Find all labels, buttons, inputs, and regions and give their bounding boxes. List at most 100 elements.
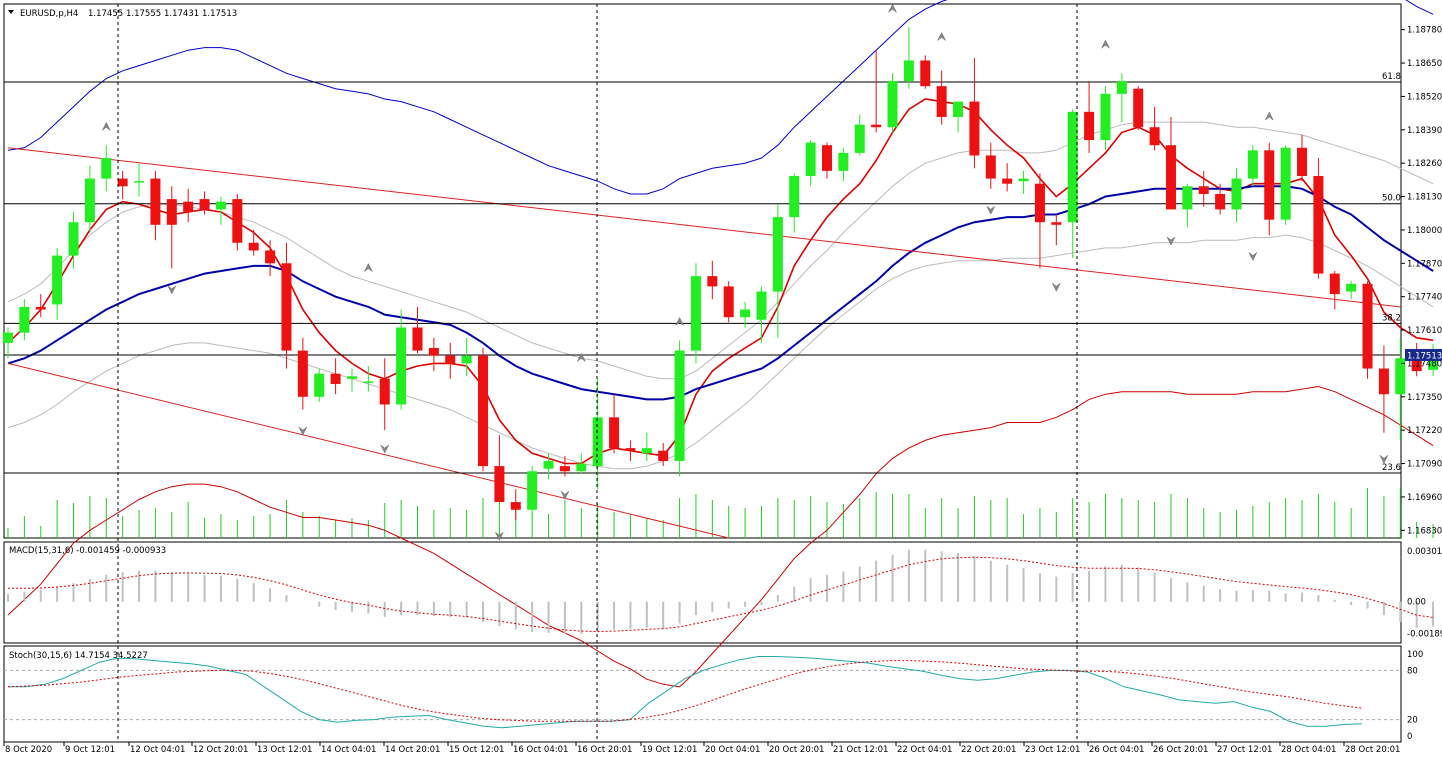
candle-body (428, 348, 439, 356)
candle-body (1280, 147, 1291, 220)
main-panel-frame (3, 3, 1402, 539)
price-axis-tick: 1.18260 (1407, 159, 1442, 169)
candle-body (936, 86, 947, 117)
time-axis-label: 20 Oct 20:01 (769, 745, 824, 755)
candle-body (822, 145, 832, 171)
candle-body (953, 101, 964, 117)
candle-body (346, 376, 357, 379)
candle-body (674, 350, 685, 461)
time-axis-label: 23 Oct 12:01 (1025, 745, 1080, 755)
fractal-down-icon (986, 206, 996, 215)
fractal-down-icon (1379, 455, 1389, 464)
price-axis-tick: 1.16830 (1407, 526, 1442, 536)
price-axis-tick: 1.17480 (1407, 359, 1442, 369)
candle-body (1084, 111, 1095, 141)
stoch-main-line (8, 656, 1363, 729)
fibo-level-label: 38.2 (1382, 313, 1401, 323)
fractal-up-icon (1101, 39, 1110, 49)
inner-band-lower (7, 234, 1434, 470)
fractal-down-icon (298, 426, 308, 436)
fractal-down-icon (1166, 236, 1176, 246)
fractal-down-icon (380, 444, 389, 454)
candle-body (1362, 283, 1373, 369)
symbol-header: EURUSD,p,H4 (20, 9, 78, 19)
candle-body (297, 350, 308, 397)
candle-body (101, 158, 112, 179)
candle-body (1378, 368, 1389, 395)
candle-body (609, 417, 620, 449)
time-axis-label: 22 Oct 20:01 (961, 745, 1016, 755)
stoch-signal-line (7, 660, 1363, 722)
time-axis-label: 26 Oct 04:01 (1089, 745, 1144, 755)
candle-body (1297, 147, 1308, 177)
price-axis-tick: 1.17610 (1407, 326, 1442, 336)
inner-band-upper (7, 121, 1434, 380)
candle-body (592, 417, 603, 467)
candle-body (1231, 178, 1242, 210)
time-axis-label: 28 Oct 20:01 (1345, 745, 1400, 755)
candle-body (903, 60, 914, 82)
macd-signal-line (8, 556, 1434, 633)
candle-body (412, 327, 423, 351)
fractal-up-icon (577, 352, 586, 362)
candle-body (510, 502, 521, 510)
candle-body (920, 60, 931, 87)
outer-band-upper (7, 0, 1434, 195)
candle-body (576, 463, 587, 472)
candle-body (199, 199, 210, 210)
candle-body (134, 181, 145, 183)
candle-body (625, 448, 636, 451)
candle-body (478, 355, 489, 467)
candle-body (1198, 186, 1209, 194)
time-axis-label: 21 Oct 12:01 (833, 745, 888, 755)
time-axis-label: 13 Oct 12:01 (257, 745, 312, 755)
fractal-down-icon (167, 285, 177, 295)
candle-body (1100, 93, 1111, 141)
macd-axis-tick: -0.00189 (1407, 629, 1442, 639)
candle-body (1428, 354, 1439, 370)
time-axis-label: 27 Oct 12:01 (1217, 745, 1272, 755)
time-axis-label: 12 Oct 20:01 (193, 745, 248, 755)
candle-body (969, 101, 980, 156)
candle-body (215, 201, 226, 210)
candle-body (445, 355, 456, 364)
macd-axis-tick: 0.00301 (1407, 547, 1442, 557)
fibo-level-label: 23.6 (1382, 463, 1401, 473)
stoch-axis-tick: 80 (1407, 666, 1418, 676)
candle-body (248, 242, 259, 251)
candle-body (1247, 150, 1258, 179)
price-axis-tick: 1.17350 (1407, 393, 1442, 403)
price-axis-tick: 1.17090 (1407, 460, 1442, 470)
candle-body (756, 291, 767, 320)
price-axis-tick: 1.18520 (1407, 92, 1442, 102)
candle-body (1002, 178, 1013, 184)
fractal-up-icon (937, 31, 946, 41)
stoch-panel-frame (3, 645, 1402, 743)
fractal-down-icon (495, 532, 504, 541)
candle-body (559, 466, 570, 472)
time-axis-label: 14 Oct 04:01 (321, 745, 376, 755)
stochastic-panel: Stoch(30,15,6) 14.7154 34.5227 100 80 20 0 (4, 650, 1423, 742)
candle-body (1165, 145, 1176, 210)
candle-body (1346, 283, 1357, 292)
ohlc-header-value: 1.17555 (126, 9, 161, 19)
candle-body (232, 199, 243, 243)
candle-body (1116, 81, 1127, 94)
candle-body (1067, 111, 1078, 223)
candle-body (707, 276, 718, 287)
candle-body (1411, 358, 1422, 372)
candle-body (1051, 222, 1062, 225)
candle-body (1133, 88, 1144, 128)
candle-body (183, 201, 194, 212)
macd-panel-frame (3, 541, 1402, 644)
candle-body (1313, 176, 1324, 274)
candle-body (35, 306, 46, 310)
fractal-up-icon (102, 121, 111, 131)
candle-body (1264, 150, 1275, 220)
ohlc-header-value: 1.17431 (164, 9, 199, 19)
candle-body (3, 332, 13, 343)
trendline-2 (7, 362, 729, 539)
candle-body (150, 178, 161, 225)
